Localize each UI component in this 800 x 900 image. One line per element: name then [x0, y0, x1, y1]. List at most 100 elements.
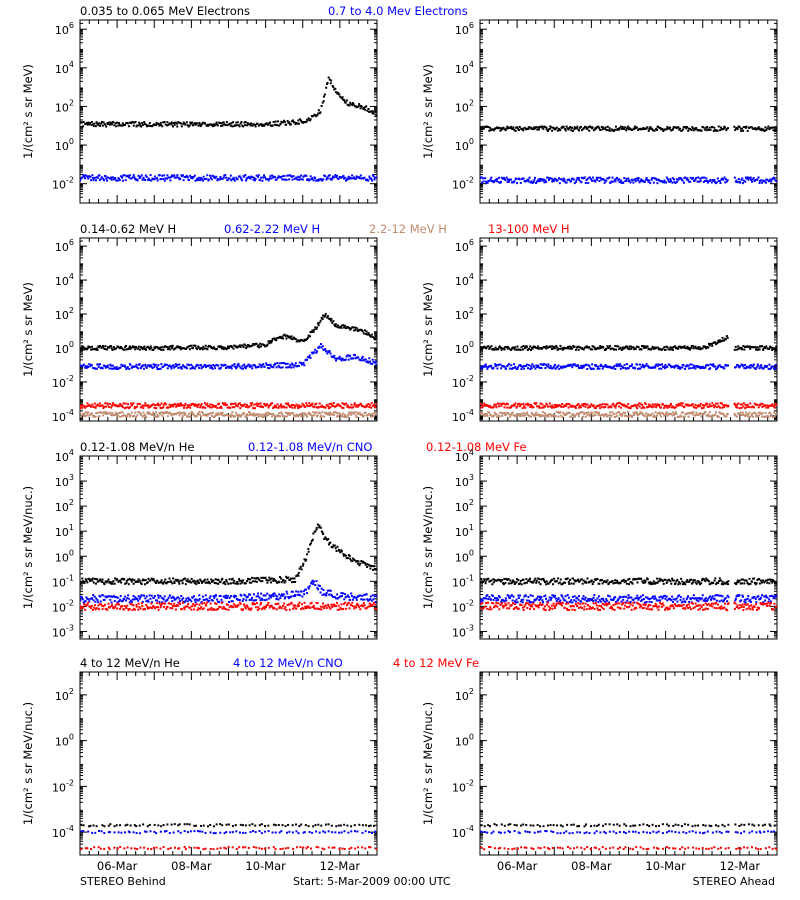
ahead-electrons-series-0-point: [720, 128, 723, 131]
behind-electrons-series-1-point: [125, 175, 128, 178]
behind-protons-series-0-point: [148, 348, 151, 351]
behind-protons-series-2-point: [152, 411, 155, 414]
behind-protons-series-0-point: [370, 333, 373, 336]
behind-protons-series-1-point: [197, 364, 200, 367]
behind-protons-series-2-point: [328, 414, 331, 417]
ahead-protons-series-0-point: [701, 347, 704, 350]
behind-protons-series-3-point: [356, 405, 359, 408]
ahead-electrons-series-0-point: [665, 128, 668, 131]
behind-protons-series-3-point: [368, 406, 371, 409]
ahead-protons-series-2-point: [526, 411, 529, 414]
ahead-electrons-series-0-point: [551, 129, 554, 132]
ahead-protons-series-2-point: [545, 415, 548, 418]
behind-protons-series-3-point: [301, 402, 304, 405]
ahead-protons-series-2-point: [576, 412, 579, 415]
ahead-protons-series-0-point: [685, 346, 688, 349]
ahead-protons-series-2-point: [584, 415, 587, 418]
behind-protons-series-3-point: [342, 406, 345, 409]
behind-protons-series-3-point: [305, 402, 308, 405]
behind-electrons-series-0-point: [134, 120, 137, 123]
behind-protons-series-3-point: [289, 405, 292, 408]
ahead-protons-series-0-point: [765, 345, 768, 348]
ahead-protons-series-1-point: [638, 363, 641, 366]
behind-protons-series-3-point: [269, 402, 272, 405]
legend-2-0: 0.12-1.08 MeV/n He: [80, 440, 194, 454]
behind-protons-series-0-point: [374, 337, 377, 340]
ahead-protons-series-2-point: [662, 412, 665, 415]
behind-electrons-series-1-point: [317, 179, 320, 182]
ahead-protons-series-0-point: [771, 346, 774, 349]
behind-electrons-series-0-point: [251, 124, 254, 127]
ahead-protons-series-0-point: [668, 348, 671, 351]
behind-electrons-series-1-point: [179, 177, 182, 180]
ahead-protons-series-1-point: [545, 363, 548, 366]
ahead-protons-series-3-point: [735, 403, 738, 406]
ahead-protons-series-3-point: [529, 406, 532, 409]
ahead-electrons-series-0-point: [725, 127, 728, 130]
ahead-protons-series-2-point: [598, 411, 601, 414]
ahead-protons-series-0-point: [581, 347, 584, 350]
behind-electrons-series-1-point: [104, 175, 107, 178]
behind-protons-series-3-point: [87, 404, 90, 407]
ahead-electrons-series-0-point: [635, 126, 638, 129]
behind-protons-series-0-point: [157, 347, 160, 350]
ahead-electrons-series-0-point: [590, 126, 593, 129]
behind-electrons-series-0-point: [269, 124, 272, 127]
behind-electrons-series-1-point: [227, 177, 230, 180]
ahead-protons-series-0-point: [762, 348, 765, 351]
ahead-protons-series-0-point: [488, 346, 491, 349]
ahead-electrons-series-0-point: [502, 126, 505, 129]
ahead-protons-series-3-point: [587, 406, 590, 409]
ahead-protons-series-1-point: [749, 366, 752, 369]
behind-electrons-series-1-point: [325, 178, 328, 181]
behind-electrons-series-0-point: [114, 122, 117, 125]
ahead-protons-series-0-point: [616, 345, 619, 348]
ahead-protons-series-1-point: [767, 367, 770, 370]
ahead-protons-series-3-point: [733, 402, 736, 405]
ahead-protons-series-2-point: [592, 414, 595, 417]
behind-protons-series-0-point: [203, 347, 206, 350]
ahead-protons-series-1-point: [487, 365, 490, 368]
behind-protons-series-0-point: [334, 324, 337, 327]
behind-protons-series-1-point: [352, 353, 355, 356]
behind-protons-series-2-point: [326, 413, 329, 416]
ahead-protons-ylabel: 1/(cm² s sr MeV): [421, 282, 435, 377]
ahead-protons-series-0-point: [651, 346, 654, 349]
ahead-protons-series-3-point: [723, 406, 726, 409]
ahead-electrons-series-1-point: [553, 180, 556, 183]
ahead-protons-series-0-point: [640, 348, 643, 351]
behind-protons-series-3-point: [324, 406, 327, 409]
behind-electrons-series-1-point: [196, 177, 199, 180]
behind-protons-series-0-point: [252, 342, 255, 345]
behind-electrons-series-0-point: [160, 124, 163, 127]
ahead-electrons-series-1-point: [723, 176, 726, 179]
ahead-protons-series-0-point: [613, 348, 616, 351]
ahead-electrons-series-0-point: [688, 128, 691, 131]
ahead-electrons-series-1-point: [665, 181, 668, 184]
behind-protons-series-2-point: [354, 414, 357, 417]
ahead-protons-series-3-point: [655, 406, 658, 409]
behind-electrons-series-0-point: [84, 123, 87, 126]
ahead-protons-series-3-point: [583, 402, 586, 405]
ahead-protons-series-2-point: [495, 413, 498, 416]
behind-protons-series-1-point: [229, 366, 232, 369]
behind-protons-series-2-point: [372, 412, 375, 415]
behind-protons-series-1-point: [306, 358, 309, 361]
behind-protons-series-0-point: [108, 345, 111, 348]
behind-protons-series-2-point: [118, 411, 121, 414]
behind-electrons-series-1-point: [337, 177, 340, 180]
behind-electrons-series-1-point: [193, 174, 196, 177]
ahead-protons-series-2-point: [645, 412, 648, 415]
behind-protons-series-3-point: [279, 405, 282, 408]
behind-protons-series-3-point: [370, 406, 373, 409]
ahead-electrons-series-1-point: [699, 179, 702, 182]
behind-protons-series-2-point: [330, 413, 333, 416]
ahead-protons-series-3-point: [521, 407, 524, 410]
behind-protons-series-3-point: [110, 406, 113, 409]
ahead-protons-series-1-point: [715, 368, 718, 371]
ahead-protons-series-0-point: [617, 345, 620, 348]
behind-electrons-series-1-point: [190, 175, 193, 178]
ahead-protons-series-1-point: [530, 367, 533, 370]
behind-protons-series-1-point: [151, 367, 154, 370]
behind-protons-series-3-point: [328, 403, 331, 406]
